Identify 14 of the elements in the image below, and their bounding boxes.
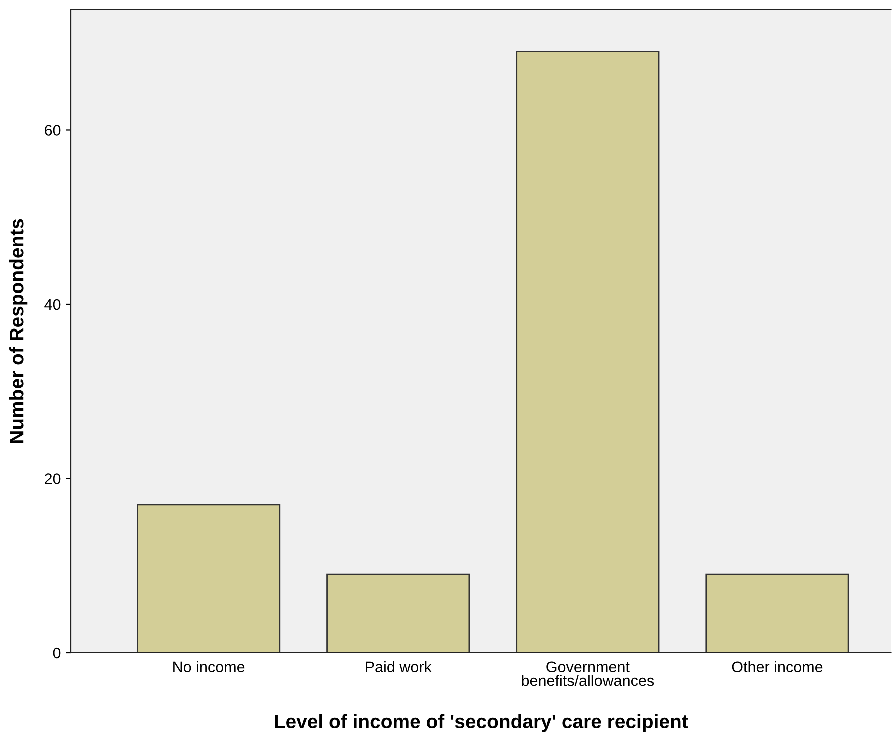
y-tick-label: 0 <box>53 648 61 659</box>
x-tick-label: No income <box>174 661 245 673</box>
y-axis-title: Number of Respondents <box>9 219 28 444</box>
bar <box>516 51 660 653</box>
bar <box>706 574 850 653</box>
x-axis-title: Level of income of 'secondary' care recipient <box>275 714 688 732</box>
bar <box>137 504 281 653</box>
y-tick-label: 60 <box>45 125 61 136</box>
y-tick-label: 40 <box>44 299 61 310</box>
bar <box>326 574 470 653</box>
x-tick-label: Government benefits/allowances <box>522 662 654 686</box>
x-tick-label: Paid work <box>366 661 432 673</box>
x-tick-label: Other income <box>732 661 823 673</box>
y-tick-label: 20 <box>45 474 61 484</box>
